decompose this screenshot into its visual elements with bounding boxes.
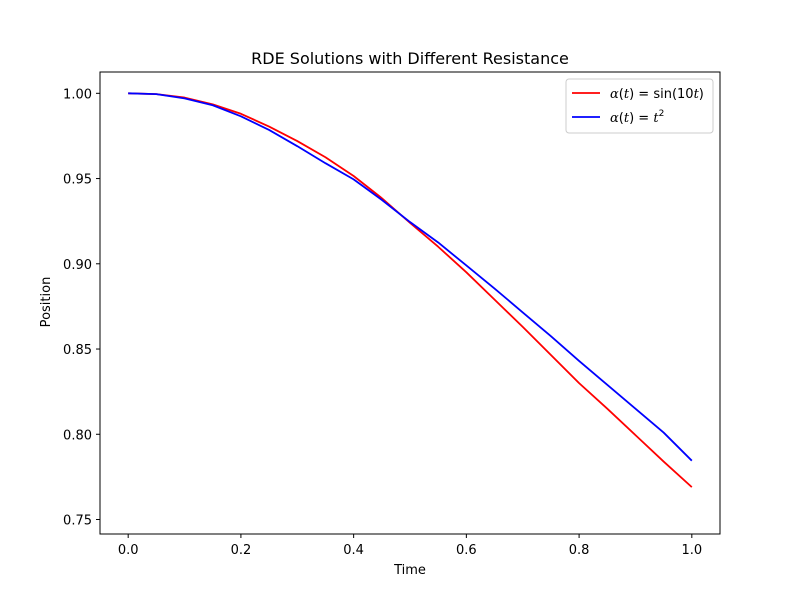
y-tick-label: 0.80 (63, 428, 92, 443)
legend-box (565, 78, 714, 134)
x-tick-label: 0.0 (118, 543, 139, 558)
x-axis-label: Time (393, 563, 426, 578)
chart-title: RDE Solutions with Different Resistance (251, 49, 569, 68)
plot-background (100, 72, 720, 534)
y-tick-label: 0.95 (63, 173, 92, 188)
axes-layer: 0.0 0.2 0.4 0.6 0.8 1.0 0.75 0.80 0.85 0.90 0.95 1.… (63, 71, 721, 558)
series-line-2 (128, 92, 693, 462)
x-tick-label: 0.6 (456, 543, 477, 558)
legend-label: α(t) = t2 (610, 109, 664, 126)
y-tick-label: 0.85 (63, 343, 92, 358)
series-layer (128, 92, 693, 488)
x-tick-label: 0.8 (569, 543, 590, 558)
y-tick-label: 1.00 (63, 87, 92, 102)
x-tick-label: 0.4 (343, 543, 364, 558)
legend-label: α(t) = sin(10t) (610, 87, 704, 102)
y-axis-label: Position (39, 277, 54, 328)
y-tick-label: 0.90 (63, 258, 92, 273)
x-tick-label: 1.0 (681, 543, 702, 558)
plot-area (100, 72, 720, 534)
legend: α(t) = sin(10t) α(t) = t2 (565, 78, 714, 134)
x-tick-label: 0.2 (231, 543, 252, 558)
axes-frame (99, 71, 721, 535)
y-tick-label: 0.75 (63, 514, 92, 529)
